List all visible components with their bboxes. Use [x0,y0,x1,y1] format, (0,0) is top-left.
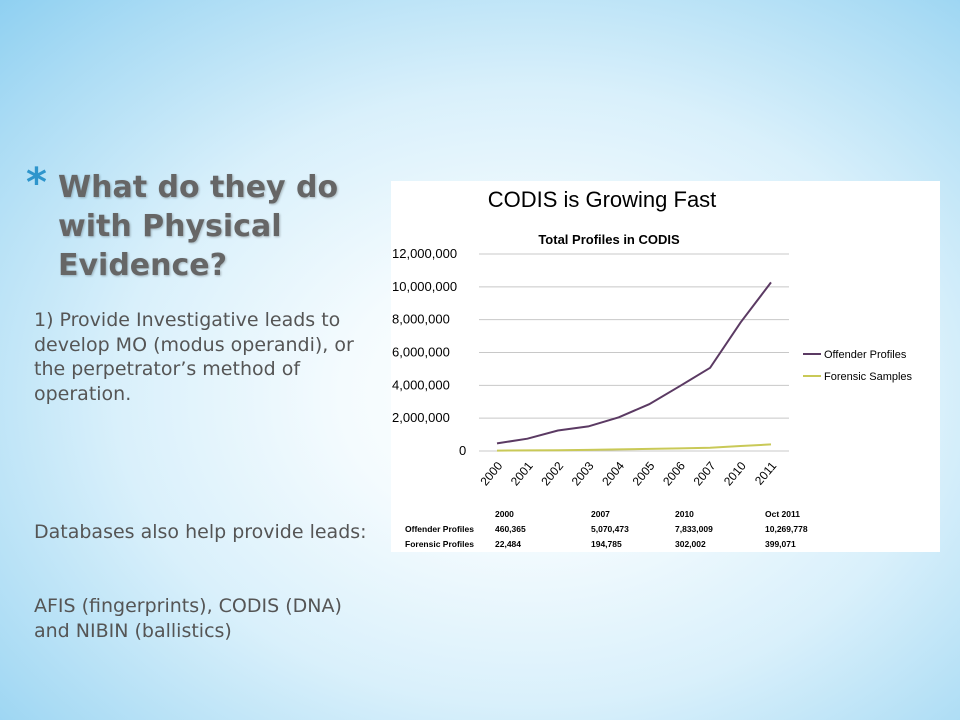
title-line: What do they do [58,170,339,205]
x-tick-label: 2007 [691,459,719,489]
table-cell: 22,484 [495,539,521,549]
table-header: 2010 [675,509,694,519]
chart-heading: CODIS is Growing Fast [488,187,717,212]
table-header: 2000 [495,509,514,519]
chart-title: Total Profiles in CODIS [538,232,680,247]
x-tick-label: 2010 [721,459,749,489]
y-tick-label: 8,000,000 [392,312,450,327]
table-cell: 460,365 [495,524,526,534]
y-tick-label: 10,000,000 [392,279,457,294]
slide-title: What do they do with Physical Evidence? [58,168,378,285]
table-header: Oct 2011 [765,509,800,519]
bullet-star: * [26,160,47,206]
table-cell: 302,002 [675,539,706,549]
title-line: Evidence? [58,248,228,283]
paragraph-databases: Databases also help provide leads: [34,521,367,543]
x-tick-label: 2011 [752,459,780,488]
y-tick-label: 6,000,000 [392,345,450,360]
y-tick-label: 12,000,000 [392,246,457,261]
table-cell: Offender Profiles [405,524,474,534]
legend-label: Forensic Samples [824,371,913,383]
title-line: with Physical [58,209,282,244]
table-cell: 5,070,473 [591,524,629,534]
table-cell: 399,071 [765,539,796,549]
y-tick-label: 2,000,000 [392,410,450,425]
legend-label: Offender Profiles [824,349,907,361]
x-tick-label: 2006 [660,459,688,489]
table-header: 2007 [591,509,610,519]
x-tick-label: 2005 [630,459,658,489]
x-tick-label: 2001 [508,459,536,489]
table-cell: 194,785 [591,539,622,549]
x-tick-label: 2003 [569,459,597,489]
table-cell: 10,269,778 [765,524,808,534]
codis-chart-image: CODIS is Growing Fast Total Profiles in … [391,181,940,552]
x-tick-label: 2002 [538,459,566,489]
series-line-offender-profiles [496,281,772,445]
y-tick-label: 4,000,000 [392,377,450,392]
y-tick-label: 0 [459,443,466,458]
x-tick-label: 2004 [599,459,627,489]
series-line-forensic-samples [496,443,772,452]
paragraph-database-list: AFIS (fingerprints), CODIS (DNA) and NIB… [34,595,342,642]
paragraph-investigative-leads: 1) Provide Investigative leads to develo… [34,309,354,405]
codis-chart: CODIS is Growing Fast Total Profiles in … [392,187,913,549]
x-tick-label: 2000 [477,459,505,489]
table-cell: 7,833,009 [675,524,713,534]
table-cell: Forensic Profiles [405,539,474,549]
